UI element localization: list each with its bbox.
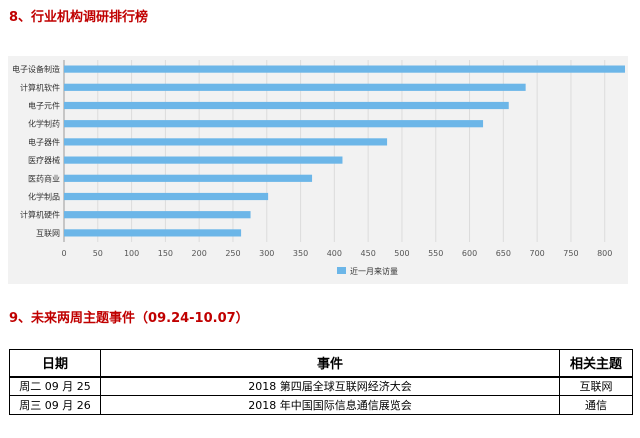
ranking-bar-chart: 0 50 100 150 200 250 300 350 400 450 500 550 600 650 7… — [12, 60, 625, 276]
x-tick-label: 450 — [361, 249, 376, 258]
category-label: 电子设备制造 — [12, 64, 60, 74]
x-tick-label: 350 — [293, 249, 308, 258]
cell-date: 周二 09 月 25 — [9, 376, 101, 396]
x-tick-label: 500 — [394, 249, 409, 258]
legend-swatch — [337, 267, 346, 274]
x-tick-label: 250 — [225, 249, 240, 258]
header-theme: 相关主题 — [559, 349, 633, 377]
x-tick-label: 400 — [327, 249, 342, 258]
x-tick-label: 300 — [259, 249, 274, 258]
table-row: 周二 09 月 25 2018 第四届全球互联网经济大会 互联网 — [9, 376, 633, 396]
header-date: 日期 — [9, 349, 101, 377]
x-tick-label: 50 — [93, 249, 103, 258]
category-label: 电子元件 — [28, 101, 60, 111]
ranking-chart-panel: 0 50 100 150 200 250 300 350 400 450 500 550 600 650 7… — [8, 56, 628, 284]
cell-date: 周三 09 月 26 — [9, 395, 101, 415]
x-tick-label: 0 — [61, 249, 66, 258]
bar — [64, 211, 251, 219]
bar — [64, 101, 509, 110]
cell-event: 2018 年中国国际信息通信展览会 — [100, 395, 560, 415]
section-9-heading: 9、未来两周主题事件（09.24-10.07） — [9, 311, 249, 326]
bar — [64, 229, 242, 237]
bar — [64, 83, 526, 91]
x-tick-label: 700 — [529, 249, 544, 258]
category-label: 医药商业 — [28, 173, 60, 183]
header-event: 事件 — [100, 349, 560, 377]
category-label: 计算机软件 — [20, 82, 60, 92]
x-tick-label: 650 — [496, 249, 511, 258]
category-label: 互联网 — [36, 229, 60, 238]
cell-event: 2018 第四届全球互联网经济大会 — [100, 376, 560, 396]
bar — [64, 120, 484, 128]
bar — [64, 192, 269, 201]
cell-theme: 通信 — [559, 395, 633, 415]
x-tick-label: 750 — [563, 249, 578, 258]
bar — [64, 174, 313, 182]
category-label: 医疗器械 — [28, 155, 60, 165]
bar — [64, 138, 388, 146]
legend-label: 近一月来访量 — [350, 266, 398, 276]
cell-theme: 互联网 — [559, 376, 633, 396]
table-header-row: 日期 事件 相关主题 — [9, 349, 633, 377]
x-tick-label: 150 — [158, 249, 173, 258]
section-8-heading: 8、行业机构调研排行榜 — [9, 10, 149, 25]
category-label: 计算机硬件 — [20, 210, 60, 220]
bar — [64, 65, 625, 73]
x-tick-label: 100 — [124, 249, 139, 258]
events-table: 日期 事件 相关主题 周二 09 月 25 2018 第四届全球互联网经济大会 … — [9, 349, 633, 415]
x-tick-label: 600 — [462, 249, 477, 258]
category-label: 化学制药 — [28, 119, 60, 129]
x-tick-label: 200 — [192, 249, 207, 258]
table-row: 周三 09 月 26 2018 年中国国际信息通信展览会 通信 — [9, 395, 633, 415]
bar — [64, 156, 343, 164]
category-label: 化学制品 — [28, 192, 60, 202]
x-tick-label: 550 — [428, 249, 443, 258]
x-tick-label: 800 — [597, 249, 612, 258]
category-label: 电子器件 — [28, 137, 60, 147]
